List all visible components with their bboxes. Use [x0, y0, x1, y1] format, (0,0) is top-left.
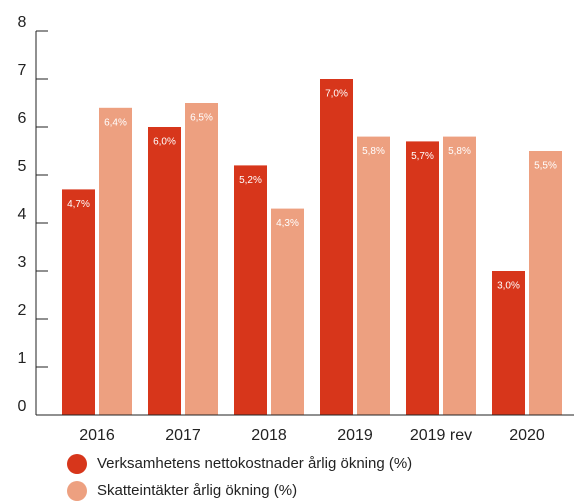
- value-label: 6,0%: [153, 137, 176, 148]
- value-label: 6,5%: [190, 113, 213, 124]
- value-label: 5,5%: [534, 161, 557, 172]
- legend-label: Verksamhetens nettokostnader årlig öknin…: [97, 455, 412, 472]
- y-tick-label: 8: [18, 14, 27, 31]
- bar: [492, 271, 525, 415]
- value-label: 5,7%: [411, 151, 434, 162]
- bar: [99, 107, 132, 416]
- x-tick-label: 2020: [509, 427, 545, 444]
- y-tick-label: 5: [18, 158, 27, 175]
- bar: [271, 208, 304, 415]
- y-tick-label: 7: [18, 62, 27, 79]
- y-tick-label: 3: [18, 254, 27, 271]
- value-label: 4,3%: [276, 218, 299, 229]
- value-label: 5,8%: [448, 146, 471, 157]
- bar: [62, 189, 95, 415]
- value-label: 4,7%: [67, 199, 90, 210]
- y-tick-label: 4: [18, 206, 27, 223]
- value-label: 3,0%: [497, 281, 520, 292]
- y-tick-label: 2: [18, 302, 27, 319]
- bar: [529, 151, 562, 415]
- legend-swatch: [67, 481, 87, 501]
- bar: [320, 79, 353, 415]
- bar: [357, 136, 390, 415]
- x-tick-label: 2019 rev: [410, 427, 472, 444]
- x-tick-label: 2019: [337, 427, 373, 444]
- y-tick-label: 6: [18, 110, 27, 127]
- value-label: 6,4%: [104, 117, 127, 128]
- legend-swatch: [67, 454, 87, 474]
- bar: [148, 127, 181, 415]
- bar: [234, 165, 267, 415]
- legend-label: Skatteintäkter årlig ökning (%): [97, 482, 297, 499]
- x-tick-label: 2016: [79, 427, 115, 444]
- x-tick-label: 2017: [165, 427, 201, 444]
- value-label: 5,8%: [362, 146, 385, 157]
- bar: [406, 141, 439, 415]
- value-label: 5,2%: [239, 175, 262, 186]
- y-tick-label: 1: [18, 350, 27, 367]
- x-tick-label: 2018: [251, 427, 287, 444]
- bar: [185, 103, 218, 415]
- y-tick-label: 0: [18, 398, 27, 415]
- bar: [443, 136, 476, 415]
- value-label: 7,0%: [325, 89, 348, 100]
